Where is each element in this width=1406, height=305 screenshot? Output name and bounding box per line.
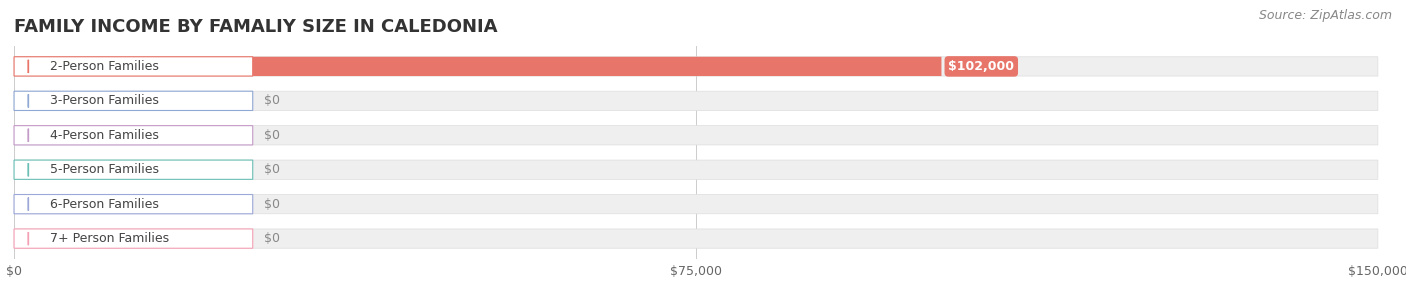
Text: 2-Person Families: 2-Person Families [49, 60, 159, 73]
FancyBboxPatch shape [14, 195, 1378, 214]
Text: 5-Person Families: 5-Person Families [49, 163, 159, 176]
FancyBboxPatch shape [14, 57, 253, 76]
Text: Source: ZipAtlas.com: Source: ZipAtlas.com [1258, 9, 1392, 22]
Text: 7+ Person Families: 7+ Person Families [49, 232, 169, 245]
FancyBboxPatch shape [14, 91, 1378, 110]
Text: FAMILY INCOME BY FAMALIY SIZE IN CALEDONIA: FAMILY INCOME BY FAMALIY SIZE IN CALEDON… [14, 18, 498, 36]
Text: $0: $0 [264, 232, 280, 245]
Text: $0: $0 [264, 129, 280, 142]
FancyBboxPatch shape [14, 160, 253, 179]
FancyBboxPatch shape [14, 126, 1378, 145]
Text: 4-Person Families: 4-Person Families [49, 129, 159, 142]
Text: $102,000: $102,000 [948, 60, 1014, 73]
FancyBboxPatch shape [14, 57, 1378, 76]
Text: 3-Person Families: 3-Person Families [49, 94, 159, 107]
FancyBboxPatch shape [14, 91, 253, 110]
FancyBboxPatch shape [14, 229, 1378, 248]
Text: $0: $0 [264, 94, 280, 107]
FancyBboxPatch shape [14, 126, 253, 145]
FancyBboxPatch shape [14, 57, 942, 76]
FancyBboxPatch shape [14, 160, 1378, 179]
FancyBboxPatch shape [14, 195, 253, 214]
Text: 6-Person Families: 6-Person Families [49, 198, 159, 211]
FancyBboxPatch shape [14, 229, 253, 248]
Text: $0: $0 [264, 198, 280, 211]
Text: $0: $0 [264, 163, 280, 176]
